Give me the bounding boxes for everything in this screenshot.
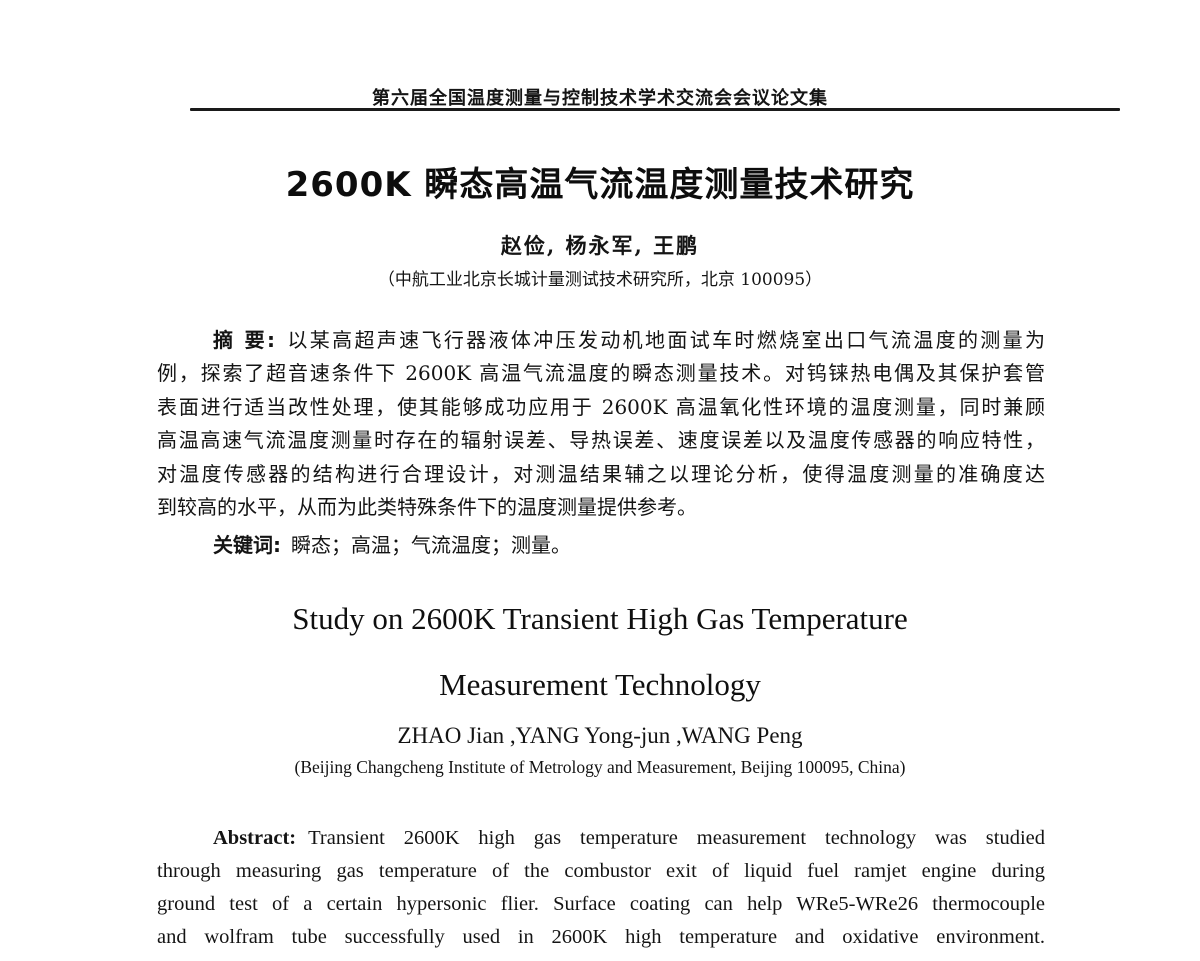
affiliation-chinese: （中航工业北京长城计量测试技术研究所，北京 100095） [377,270,823,290]
abstract-en-line-3: ground test of a certain hypersonic flie… [157,893,1045,915]
affiliation-english: (Beijing Changcheng Institute of Metrolo… [294,757,906,777]
keywords-text: 瞬态；高温；气流温度；测量。 [291,533,571,557]
abstract-cn-label: 摘 要: [213,328,276,352]
abstract-en-line-4: and wolfram tube successfully used in 26… [157,926,1045,948]
paper-title-english-line1: Study on 2600K Transient High Gas Temper… [292,601,908,636]
abstract-cn-text-1: 以某高超声速飞行器液体冲压发动机地面试车时燃烧室出口气流温度的测量为 [285,328,1046,352]
proceedings-header: 第六届全国温度测量与控制技术学术交流会会议论文集 [372,88,828,109]
abstract-en-line-1: Abstract: Transient 2600K high gas temper… [157,822,1045,855]
abstract-cn-line-5: 对温度传感器的结构进行合理设计，对测温结果辅之以理论分析，使得温度测量的准确度达 [157,461,1045,486]
abstract-cn-line-6: 到较高的水平，从而为此类特殊条件下的温度测量提供参考。 [157,495,697,520]
abstract-cn-line-3: 表面进行适当改性处理，使其能够成功应用于 2600K 高温氧化性环境的温度测量，… [157,394,1045,419]
authors-chinese: 赵俭, 杨永军, 王鹏 [500,233,700,258]
abstract-cn-line-1: 摘 要: 以某高超声速飞行器液体冲压发动机地面试车时燃烧室出口气流温度的测量为 [157,324,1045,357]
abstract-en-line-5-clipped: Considering radiation error, conduction … [157,954,1045,961]
abstract-cn-line-2: 例，探索了超音速条件下 2600K 高温气流温度的瞬态测量技术。对钨铼热电偶及其… [157,361,1045,386]
abstract-en-text-1: Transient 2600K high gas temperature mea… [308,827,1045,849]
header-rule [190,108,1120,111]
abstract-chinese: 摘 要: 以某高超声速飞行器液体冲压发动机地面试车时燃烧室出口气流温度的测量为 例… [157,324,1045,524]
abstract-english: Abstract: Transient 2600K high gas temper… [157,822,1045,961]
paper-title-chinese: 2600K 瞬态高温气流温度测量技术研究 [285,165,915,205]
abstract-en-line-2: through measuring gas temperature of the… [157,860,1045,882]
keywords-label: 关键词: [213,533,281,557]
abstract-cn-line-4: 高温高速气流温度测量时存在的辐射误差、导热误差、速度误差以及温度传感器的响应特性… [157,428,1045,453]
abstract-en-label: Abstract: [213,827,297,849]
authors-english: ZHAO Jian ,YANG Yong-jun ,WANG Peng [397,723,803,748]
keywords-chinese: 关键词: 瞬态；高温；气流温度；测量。 [157,529,1045,562]
paper-title-english-line2: Measurement Technology [439,667,761,702]
